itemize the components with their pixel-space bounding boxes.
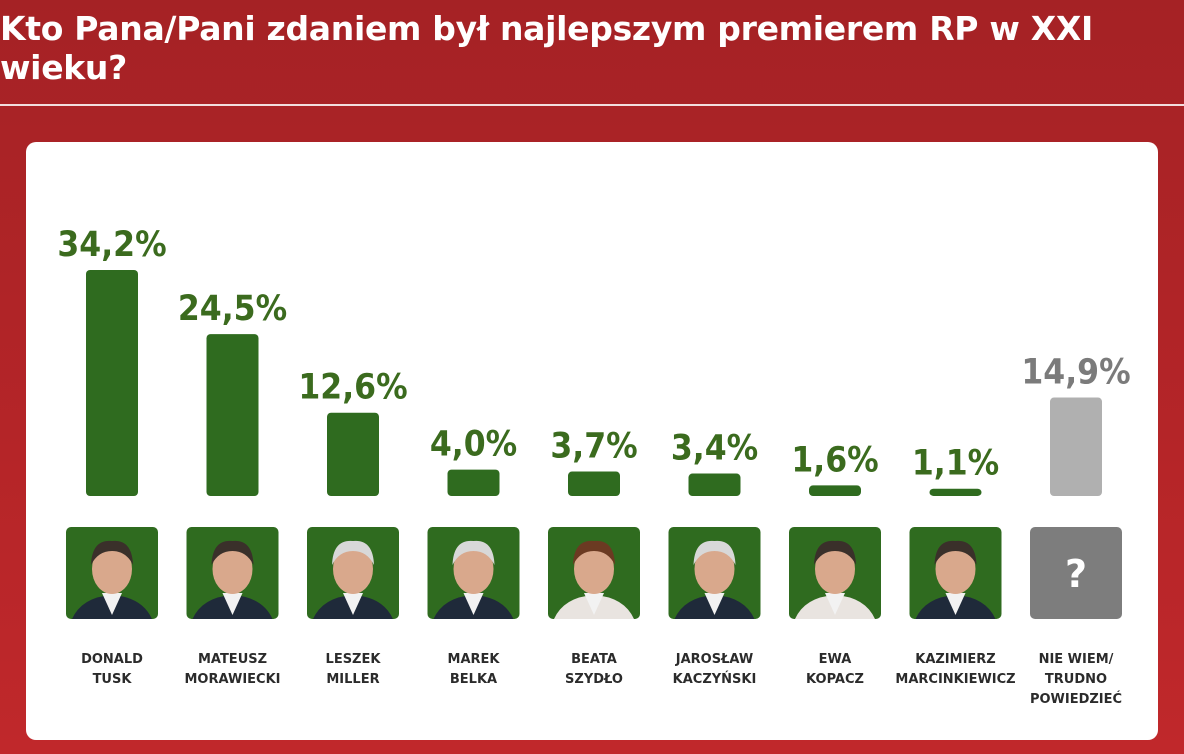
question-mark-icon: ? bbox=[1065, 552, 1087, 596]
header-divider bbox=[0, 104, 1184, 106]
category-label: KACZYŃSKI bbox=[673, 671, 757, 687]
bar bbox=[809, 485, 861, 496]
portrait-icon bbox=[433, 540, 514, 619]
bar bbox=[447, 469, 500, 496]
portrait-icon bbox=[72, 540, 152, 619]
category-label: KAZIMIERZ bbox=[915, 652, 996, 667]
category-label: LESZEK bbox=[326, 652, 382, 667]
bar bbox=[86, 270, 138, 496]
category-label: NIE WIEM/ bbox=[1039, 652, 1114, 667]
category-label: TUSK bbox=[93, 672, 133, 687]
value-label: 4,0% bbox=[430, 425, 517, 465]
value-label: 12,6% bbox=[298, 368, 407, 408]
value-label: 3,7% bbox=[550, 427, 637, 467]
portrait-icon bbox=[915, 540, 996, 619]
header: Kto Pana/Pani zdaniem był najlepszym pre… bbox=[0, 0, 1184, 104]
portrait-icon bbox=[313, 540, 393, 619]
unknown-tile bbox=[1030, 527, 1122, 619]
bar bbox=[206, 334, 259, 496]
category-label: SZYDŁO bbox=[565, 672, 623, 687]
category-label: DONALD bbox=[81, 652, 143, 667]
category-label: BELKA bbox=[450, 672, 497, 687]
category-label: MARCINKIEWICZ bbox=[895, 672, 1015, 687]
category-label: POWIEDZIEĆ bbox=[1030, 691, 1122, 707]
value-label: 3,4% bbox=[671, 429, 758, 469]
value-label: 24,5% bbox=[178, 289, 287, 329]
category-label: MATEUSZ bbox=[198, 652, 267, 667]
value-label: 1,1% bbox=[912, 444, 999, 484]
category-label: TRUDNO bbox=[1045, 672, 1107, 687]
page-title: Kto Pana/Pani zdaniem był najlepszym pre… bbox=[0, 9, 1094, 87]
category-label: MORAWIECKI bbox=[185, 672, 281, 687]
bar bbox=[929, 488, 982, 496]
category-label: JAROSŁAW bbox=[675, 652, 754, 667]
portrait-icon bbox=[674, 540, 755, 619]
portrait-icon bbox=[795, 540, 875, 619]
portrait-icon bbox=[192, 540, 273, 619]
category-label: EWA bbox=[819, 652, 852, 667]
bar bbox=[1050, 397, 1102, 496]
category-label: BEATA bbox=[571, 652, 617, 667]
category-label: KOPACZ bbox=[806, 672, 864, 687]
value-label: 1,6% bbox=[791, 440, 878, 480]
value-label: 14,9% bbox=[1021, 353, 1130, 393]
bar bbox=[688, 473, 741, 496]
value-label: 34,2% bbox=[57, 225, 166, 265]
bar bbox=[327, 412, 379, 496]
portrait-icon bbox=[554, 540, 634, 619]
bar bbox=[568, 471, 620, 496]
category-label: MILLER bbox=[326, 672, 379, 687]
category-label: MAREK bbox=[448, 652, 501, 667]
